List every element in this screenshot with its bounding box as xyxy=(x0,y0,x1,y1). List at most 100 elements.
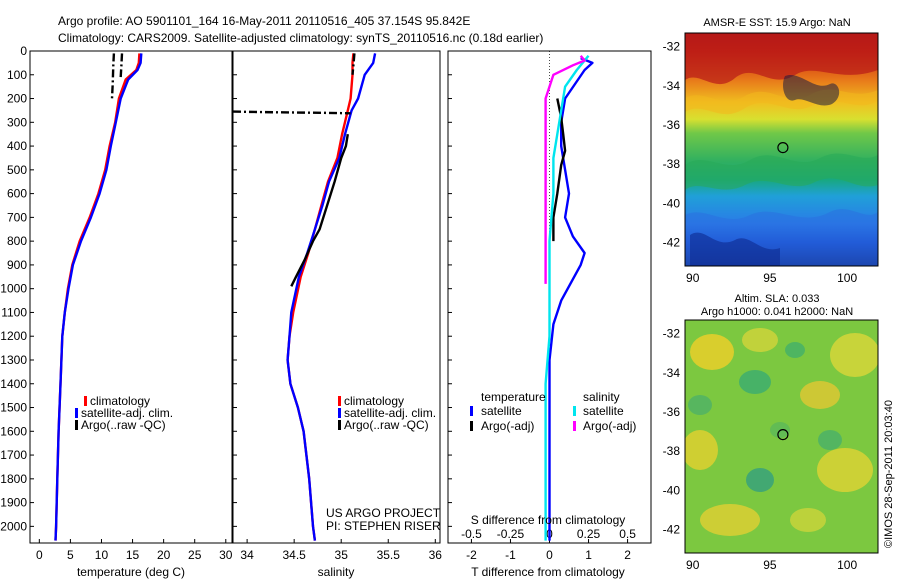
salinity-legend: climatology satellite-adj. clim. Argo(..… xyxy=(338,394,436,432)
map-y-tick-label: -32 xyxy=(663,327,681,341)
y-tick-label: 1800 xyxy=(0,472,27,486)
difference-series-argo-adj- xyxy=(552,98,567,242)
salinity-series-argo-raw-qc- xyxy=(233,110,351,115)
map-y-tick-label: -38 xyxy=(663,157,681,171)
x-tick-label: 2 xyxy=(624,548,631,562)
legend-label-satellite: satellite-adj. clim. xyxy=(81,406,173,420)
sla-map-field xyxy=(685,320,878,553)
y-tick-label: 200 xyxy=(7,92,27,106)
map-y-tick-label: -40 xyxy=(663,196,681,210)
map-y-tick-label: -36 xyxy=(663,118,681,132)
map-x-tick-label: 90 xyxy=(686,558,700,572)
y-tick-label: 700 xyxy=(7,210,27,224)
legend-label-t-satellite: satellite xyxy=(481,404,522,418)
x-tick-label: 10 xyxy=(95,548,109,562)
x-tick-label-top: -0.25 xyxy=(497,527,525,541)
y-tick-label: 300 xyxy=(7,115,27,129)
temperature-series-group xyxy=(54,53,143,541)
temperature-xlabel: temperature (deg C) xyxy=(77,565,185,579)
y-tick-label: 1300 xyxy=(0,353,27,367)
legend-swatch-t-argo xyxy=(470,421,473,431)
legend-swatch-climatology xyxy=(84,396,87,406)
legend-swatch-argo xyxy=(75,420,78,430)
difference-legend: temperature salinity satellite Argo(-adj… xyxy=(470,390,636,433)
y-tick-label: 1000 xyxy=(0,282,27,296)
temperature-series-satellite-adj-clim- xyxy=(54,53,143,541)
legend-label-climatology: climatology xyxy=(344,394,404,408)
map-y-tick-label: -36 xyxy=(663,405,681,419)
legend-label-satellite: satellite-adj. clim. xyxy=(344,406,436,420)
salinity-series-climatology xyxy=(286,53,355,541)
x-tick-label: 1 xyxy=(585,548,592,562)
x-tick-label: -1 xyxy=(505,548,516,562)
temperature-series-argo-raw-qc- xyxy=(119,53,124,78)
x-tick-label: 15 xyxy=(126,548,140,562)
y-tick-label: 1700 xyxy=(0,448,27,462)
map-y-tick-label: -32 xyxy=(663,40,681,54)
x-tick-label: 20 xyxy=(157,548,171,562)
x-tick-label: 5 xyxy=(67,548,74,562)
map-y-tick-label: -34 xyxy=(663,79,681,93)
legend-swatch-satellite xyxy=(75,408,78,418)
argo-position-marker xyxy=(777,142,789,154)
x-tick-label: 35 xyxy=(335,548,349,562)
map-y-tick-label: -42 xyxy=(663,236,681,250)
temperature-panel-frame xyxy=(29,50,233,544)
map-x-tick-label: 100 xyxy=(837,558,857,572)
x-tick-label: -2 xyxy=(466,548,477,562)
y-tick-label: 2000 xyxy=(0,519,27,533)
legend-label-argo: Argo(..raw -QC) xyxy=(81,418,166,432)
y-tick-label: 1900 xyxy=(0,496,27,510)
temperature-series-argo-raw-qc- xyxy=(110,53,116,99)
sla-map-subtitle: Argo h1000: 0.041 h2000: NaN xyxy=(701,306,853,318)
y-tick-label: 500 xyxy=(7,163,27,177)
argo-position-marker xyxy=(777,429,789,441)
imos-stamp: ©IMOS 28-Sep-2011 20:03:40 xyxy=(883,400,895,548)
legend-label-s-satellite: satellite xyxy=(583,404,624,418)
legend-swatch-satellite xyxy=(338,408,341,418)
y-tick-label: 1500 xyxy=(0,401,27,415)
x-tick-label: 30 xyxy=(219,548,233,562)
difference-xlabel-top: S difference from climatology xyxy=(471,513,626,527)
figure-title: Argo profile: AO 5901101_164 16-May-2011… xyxy=(58,14,470,28)
x-tick-label: 35.5 xyxy=(377,548,401,562)
legend-label-climatology: climatology xyxy=(90,394,150,408)
y-tick-label: 900 xyxy=(7,258,27,272)
y-tick-label: 1600 xyxy=(0,424,27,438)
sla-map-title: Altim. SLA: 0.033 xyxy=(735,293,820,305)
sst-map-field xyxy=(685,33,878,266)
map-x-tick-label: 90 xyxy=(686,271,700,285)
difference-series-satellite xyxy=(548,56,594,541)
y-tick-label: 0 xyxy=(20,44,27,58)
x-tick-label: 0 xyxy=(546,548,553,562)
temperature-legend: climatology satellite-adj. clim. Argo(..… xyxy=(75,394,173,432)
difference-series-argo-adj- xyxy=(544,55,586,284)
legend-label-argo: Argo(..raw -QC) xyxy=(344,418,429,432)
legend-label-t-argo: Argo(-adj) xyxy=(481,419,534,433)
sst-map-frame xyxy=(684,32,879,267)
legend-swatch-t-satellite xyxy=(470,406,473,416)
legend-swatch-s-argo xyxy=(573,421,576,431)
y-tick-label: 1100 xyxy=(1,305,27,319)
y-tick-label: 1400 xyxy=(0,377,27,391)
y-tick-label: 400 xyxy=(7,139,27,153)
legend-label-s-argo: Argo(-adj) xyxy=(583,419,636,433)
map-x-tick-label: 100 xyxy=(837,271,857,285)
salinity-series-argo-raw-qc- xyxy=(290,134,349,287)
x-tick-label-top: 0.25 xyxy=(577,527,601,541)
legend-title-salinity: salinity xyxy=(583,390,620,404)
axes-layer: 0100200300400500600700800900100011001200… xyxy=(0,40,857,572)
y-tick-label: 100 xyxy=(7,68,27,82)
map-y-tick-label: -34 xyxy=(663,366,681,380)
series-layer xyxy=(54,53,594,541)
salinity-panel-frame xyxy=(232,50,441,544)
difference-xlabel: T difference from climatology xyxy=(471,565,625,579)
figure-subtitle: Climatology: CARS2009. Satellite-adjuste… xyxy=(58,31,543,45)
x-tick-label: 34.5 xyxy=(282,548,306,562)
salinity-series-satellite-adj-clim- xyxy=(286,53,377,541)
pi-credit: PI: STEPHEN RISER xyxy=(326,519,441,533)
y-tick-label: 800 xyxy=(7,234,27,248)
sla-map-frame xyxy=(684,319,879,554)
y-tick-label: 1200 xyxy=(0,329,27,343)
